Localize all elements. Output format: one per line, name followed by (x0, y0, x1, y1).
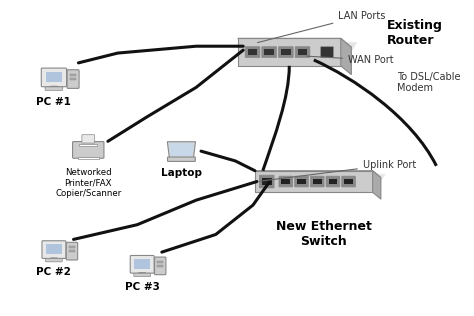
FancyBboxPatch shape (41, 68, 66, 87)
FancyBboxPatch shape (262, 47, 276, 58)
FancyBboxPatch shape (130, 255, 154, 273)
Text: PC #1: PC #1 (36, 97, 72, 107)
FancyBboxPatch shape (82, 135, 95, 143)
FancyBboxPatch shape (326, 176, 340, 187)
Text: LAN Ports: LAN Ports (258, 11, 386, 43)
FancyBboxPatch shape (295, 176, 309, 187)
Polygon shape (373, 171, 381, 199)
FancyBboxPatch shape (134, 259, 150, 269)
Polygon shape (244, 42, 357, 60)
FancyBboxPatch shape (66, 242, 78, 260)
FancyBboxPatch shape (157, 261, 164, 263)
FancyBboxPatch shape (310, 176, 324, 187)
Polygon shape (49, 258, 59, 259)
FancyBboxPatch shape (70, 78, 76, 80)
Text: PC #2: PC #2 (36, 267, 72, 277)
Polygon shape (169, 144, 193, 156)
Polygon shape (255, 171, 381, 178)
FancyBboxPatch shape (328, 179, 337, 185)
Polygon shape (137, 272, 147, 274)
Text: Laptop: Laptop (161, 168, 202, 178)
FancyBboxPatch shape (282, 179, 290, 185)
FancyBboxPatch shape (247, 49, 257, 55)
FancyBboxPatch shape (80, 144, 97, 146)
Polygon shape (49, 86, 59, 88)
Polygon shape (238, 38, 341, 66)
FancyBboxPatch shape (262, 178, 272, 185)
FancyBboxPatch shape (313, 179, 322, 185)
FancyBboxPatch shape (245, 47, 260, 58)
FancyBboxPatch shape (46, 258, 62, 262)
Polygon shape (238, 38, 351, 47)
FancyBboxPatch shape (155, 257, 166, 275)
FancyBboxPatch shape (134, 273, 151, 276)
FancyBboxPatch shape (259, 175, 274, 188)
FancyBboxPatch shape (281, 49, 291, 55)
FancyBboxPatch shape (264, 49, 274, 55)
Polygon shape (167, 142, 195, 158)
FancyBboxPatch shape (297, 179, 306, 185)
Text: Uplink Port: Uplink Port (260, 160, 416, 181)
Text: WAN Port: WAN Port (307, 55, 394, 65)
Text: Existing
Router: Existing Router (387, 20, 443, 47)
FancyBboxPatch shape (46, 71, 62, 82)
FancyBboxPatch shape (67, 70, 79, 88)
FancyBboxPatch shape (321, 47, 333, 58)
FancyBboxPatch shape (45, 87, 63, 90)
FancyBboxPatch shape (73, 142, 104, 158)
Text: PC #3: PC #3 (125, 282, 160, 292)
FancyBboxPatch shape (46, 244, 62, 254)
FancyBboxPatch shape (69, 250, 75, 252)
Text: Networked
Printer/FAX
Copier/Scanner: Networked Printer/FAX Copier/Scanner (55, 168, 121, 198)
FancyBboxPatch shape (42, 241, 66, 258)
Polygon shape (341, 38, 351, 75)
FancyBboxPatch shape (69, 246, 75, 248)
FancyBboxPatch shape (342, 176, 356, 187)
FancyBboxPatch shape (298, 49, 308, 55)
Polygon shape (260, 174, 386, 187)
FancyBboxPatch shape (167, 157, 195, 161)
FancyBboxPatch shape (344, 179, 353, 185)
FancyBboxPatch shape (295, 47, 310, 58)
FancyBboxPatch shape (157, 265, 164, 267)
Polygon shape (255, 171, 373, 192)
Text: New Ethernet
Switch: New Ethernet Switch (276, 220, 372, 248)
Text: To DSL/Cable
Modem: To DSL/Cable Modem (397, 72, 461, 93)
FancyBboxPatch shape (78, 156, 99, 160)
FancyBboxPatch shape (279, 47, 293, 58)
FancyBboxPatch shape (279, 176, 293, 187)
FancyBboxPatch shape (70, 74, 76, 76)
